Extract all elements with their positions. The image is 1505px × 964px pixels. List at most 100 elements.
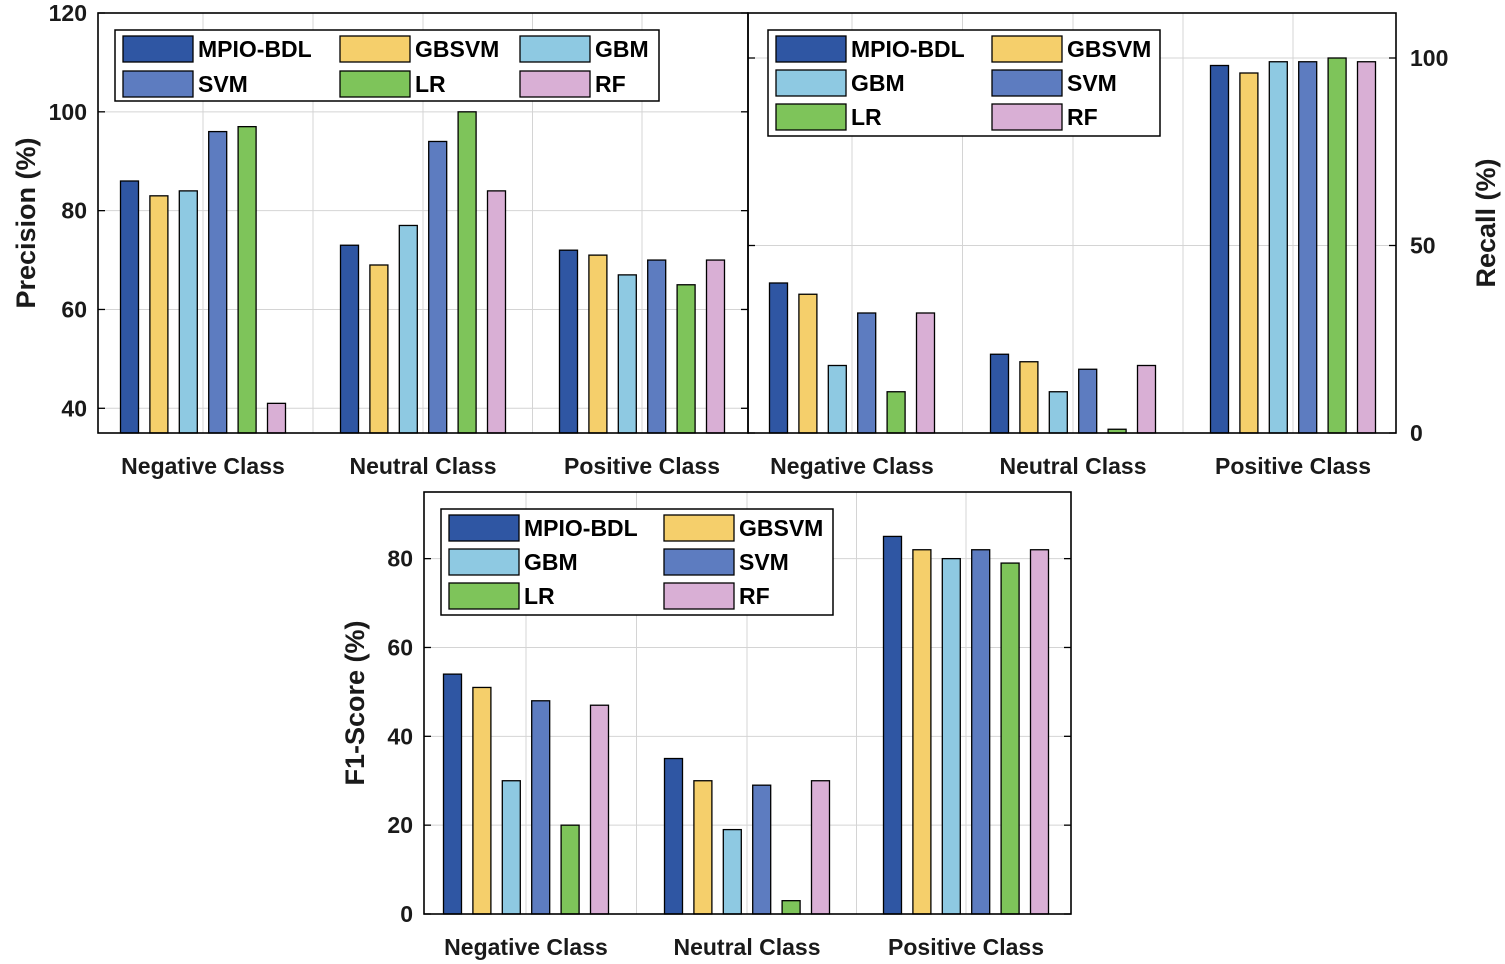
bar-recall-gbsvm-neutral-class (1019, 361, 1039, 434)
recall-ytick-label: 0 (1410, 420, 1423, 446)
f1-ytick-label: 20 (387, 812, 413, 838)
bar-recall-mpio-bdl-neutral-class (989, 353, 1010, 434)
bar-precision-gbsvm-positive-class (588, 254, 608, 434)
f1-legend-label-gbsvm: GBSVM (739, 515, 823, 541)
bar-f1-mpio-bdl-neutral-class (663, 757, 684, 915)
f1-xtick-label-positive-class: Positive Class (888, 934, 1044, 960)
bar-precision-gbm-negative-class (178, 190, 198, 434)
recall-legend-swatch-gbm (775, 69, 847, 97)
bar-recall-gbm-negative-class (827, 364, 847, 434)
precision-xtick-label-positive-class: Positive Class (564, 453, 720, 479)
bar-f1-lr-positive-class (1000, 562, 1020, 915)
recall-legend-swatch-mpio-bdl (775, 35, 847, 63)
bar-recall-gbm-positive-class (1268, 61, 1288, 434)
bar-f1-svm-negative-class (531, 700, 551, 915)
bar-f1-gbsvm-positive-class (912, 549, 932, 915)
precision-ytick-label: 100 (49, 99, 87, 125)
recall-legend-swatch-gbsvm (991, 35, 1063, 63)
bar-f1-svm-neutral-class (752, 784, 772, 915)
precision-legend-label-gbm: GBM (595, 36, 649, 62)
bar-precision-gbsvm-neutral-class (369, 264, 389, 434)
f1-axes-frame (423, 491, 1072, 915)
recall-legend-swatch-rf (991, 103, 1063, 131)
recall-legend-swatch-svm (991, 69, 1063, 97)
recall-xtick-label-negative-class: Negative Class (770, 453, 934, 479)
f1-legend-label-lr: LR (524, 583, 555, 609)
precision-legend-swatch-mpio-bdl (122, 35, 194, 63)
f1-legend-label-mpio-bdl: MPIO-BDL (524, 515, 638, 541)
bar-f1-gbsvm-neutral-class (693, 780, 713, 915)
precision-legend-swatch-lr (339, 70, 411, 98)
bar-precision-mpio-bdl-positive-class (558, 249, 579, 434)
f1-legend-swatch-lr (448, 582, 520, 610)
bar-precision-svm-negative-class (208, 130, 228, 434)
bar-recall-svm-positive-class (1298, 61, 1318, 434)
precision-ytick-label: 80 (61, 198, 87, 224)
bar-f1-svm-positive-class (971, 549, 991, 915)
precision-legend: MPIO-BDL GBSVM GBM SVM LR RF (114, 29, 660, 102)
bar-recall-lr-positive-class (1327, 57, 1347, 434)
bar-precision-gbm-positive-class (617, 274, 637, 434)
f1-xtick-label-neutral-class: Neutral Class (673, 934, 820, 960)
f1-y-ticks: 0 20 40 60 80 (387, 546, 1071, 927)
precision-ytick-label: 40 (61, 395, 87, 421)
recall-axes-frame (747, 12, 1397, 434)
bar-f1-mpio-bdl-negative-class (442, 673, 463, 915)
precision-ytick-label: 60 (61, 296, 87, 322)
bar-recall-svm-neutral-class (1078, 368, 1098, 434)
bar-f1-gbm-negative-class (501, 780, 521, 915)
precision-legend-swatch-svm (122, 70, 194, 98)
bar-recall-gbm-neutral-class (1048, 391, 1068, 434)
recall-legend-label-gbsvm: GBSVM (1067, 36, 1151, 62)
recall-legend-label-lr: LR (851, 104, 882, 130)
recall-legend-label-gbm: GBM (851, 70, 905, 96)
bar-precision-mpio-bdl-negative-class (119, 180, 140, 434)
f1-ytick-label: 60 (387, 634, 413, 660)
bar-recall-mpio-bdl-positive-class (1209, 64, 1230, 434)
bar-recall-gbsvm-positive-class (1239, 72, 1259, 434)
f1-legend: MPIO-BDL GBSVM GBM SVM LR RF (440, 508, 834, 616)
recall-legend-label-rf: RF (1067, 104, 1098, 130)
recall-y-ticks: 0 50 100 (748, 45, 1448, 446)
f1-legend-label-svm: SVM (739, 549, 789, 575)
f1-legend-label-rf: RF (739, 583, 770, 609)
precision-legend-swatch-gbm (519, 35, 591, 63)
precision-chart: 40 60 80 100 120 Negative Class Neutral Class P… (11, 0, 749, 479)
f1-legend-swatch-mpio-bdl (448, 514, 520, 542)
precision-legend-swatch-rf (519, 70, 591, 98)
f1-legend-swatch-rf (663, 582, 735, 610)
bar-precision-lr-positive-class (676, 284, 696, 434)
bar-precision-rf-positive-class (705, 259, 726, 434)
precision-y-ticks: 40 60 80 100 120 (49, 0, 748, 421)
bar-precision-lr-neutral-class (457, 111, 477, 434)
precision-ylabel: Precision (%) (11, 137, 41, 308)
bar-f1-rf-neutral-class (810, 780, 831, 915)
bar-recall-rf-positive-class (1356, 61, 1377, 434)
bar-recall-mpio-bdl-negative-class (768, 282, 789, 434)
precision-legend-swatch-gbsvm (339, 35, 411, 63)
precision-legend-label-rf: RF (595, 71, 626, 97)
bar-recall-svm-negative-class (857, 312, 877, 434)
bar-f1-mpio-bdl-positive-class (882, 535, 903, 915)
bar-recall-rf-negative-class (915, 312, 936, 434)
recall-xtick-label-neutral-class: Neutral Class (999, 453, 1146, 479)
bar-precision-rf-negative-class (266, 402, 287, 434)
f1-ytick-label: 40 (387, 723, 413, 749)
bar-recall-gbsvm-negative-class (798, 293, 818, 434)
bar-recall-rf-neutral-class (1136, 364, 1157, 434)
precision-xtick-label-neutral-class: Neutral Class (349, 453, 496, 479)
bar-precision-rf-neutral-class (486, 190, 507, 434)
recall-ytick-label: 100 (1410, 45, 1448, 71)
f1-ytick-label: 80 (387, 546, 413, 572)
bar-precision-gbsvm-negative-class (149, 195, 169, 434)
recall-chart: 0 50 100 Negative Class Neutral Class Positiv… (747, 12, 1501, 479)
recall-xtick-label-positive-class: Positive Class (1215, 453, 1371, 479)
bar-precision-svm-neutral-class (428, 140, 448, 434)
bar-f1-rf-negative-class (589, 704, 610, 915)
bar-f1-gbm-positive-class (941, 557, 961, 915)
recall-legend: MPIO-BDL GBSVM GBM SVM LR RF (767, 29, 1161, 137)
bar-precision-lr-negative-class (237, 125, 257, 434)
recall-legend-swatch-lr (775, 103, 847, 131)
recall-ylabel: Recall (%) (1471, 158, 1501, 287)
